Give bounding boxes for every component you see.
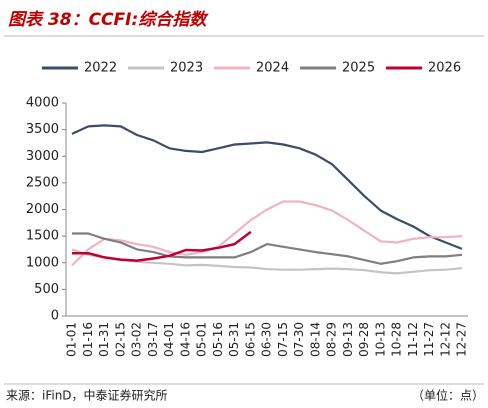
source-note: 来源：iFinD，中泰证券研究所 (6, 388, 168, 403)
legend-label: 2023 (170, 61, 203, 76)
y-tick-label: 4000 (26, 96, 59, 111)
x-tick-label: 03-02 (130, 322, 144, 357)
x-tick-label: 07-15 (276, 322, 290, 357)
x-tick-label: 07-30 (292, 322, 306, 357)
x-tick-label: 02-15 (113, 322, 127, 357)
y-tick-label: 1000 (26, 255, 59, 270)
y-tick-label: 2000 (26, 202, 59, 217)
series-line (72, 230, 252, 262)
x-tick-label: 05-16 (211, 322, 225, 357)
series-line (71, 200, 463, 267)
series-line (72, 232, 463, 265)
x-tick-label: 08-14 (308, 322, 322, 357)
y-tick-label: 500 (34, 282, 59, 297)
chart-title: 图表 38：CCFI:综合指数 (8, 10, 209, 30)
x-tick-label: 01-01 (65, 322, 79, 357)
x-tick-label: 03-17 (146, 322, 160, 357)
x-tick-label: 06-30 (260, 322, 274, 357)
x-tick-label: 01-31 (97, 322, 111, 357)
x-tick-label: 06-15 (243, 322, 257, 357)
unit-note: （单位：点） (412, 388, 484, 403)
x-tick-label: 09-28 (357, 322, 371, 357)
y-tick-label: 3000 (26, 149, 59, 164)
x-tick-label: 08-29 (325, 322, 339, 357)
x-tick-label: 05-01 (195, 322, 209, 357)
x-tick-label: 04-01 (162, 322, 176, 357)
x-tick-label: 11-12 (406, 322, 420, 357)
x-tick-label: 11-27 (422, 322, 436, 357)
y-tick-label: 3500 (26, 122, 59, 137)
series-line (71, 124, 463, 250)
legend-label: 2025 (342, 61, 375, 76)
x-tick-label: 10-28 (390, 322, 404, 357)
y-tick-label: 0 (51, 309, 59, 324)
x-tick-label: 12-27 (455, 322, 469, 357)
x-tick-label: 12-12 (438, 322, 452, 357)
y-tick-label: 2500 (26, 175, 59, 190)
x-tick-label: 01-16 (81, 322, 95, 357)
legend-label: 2022 (84, 61, 117, 76)
x-tick-label: 05-31 (227, 322, 241, 357)
legend-label: 2026 (428, 61, 461, 76)
x-tick-label: 04-16 (178, 322, 192, 357)
x-tick-label: 09-13 (341, 322, 355, 357)
x-tick-label: 10-13 (373, 322, 387, 357)
y-tick-label: 1500 (26, 229, 59, 244)
legend-label: 2024 (256, 61, 289, 76)
